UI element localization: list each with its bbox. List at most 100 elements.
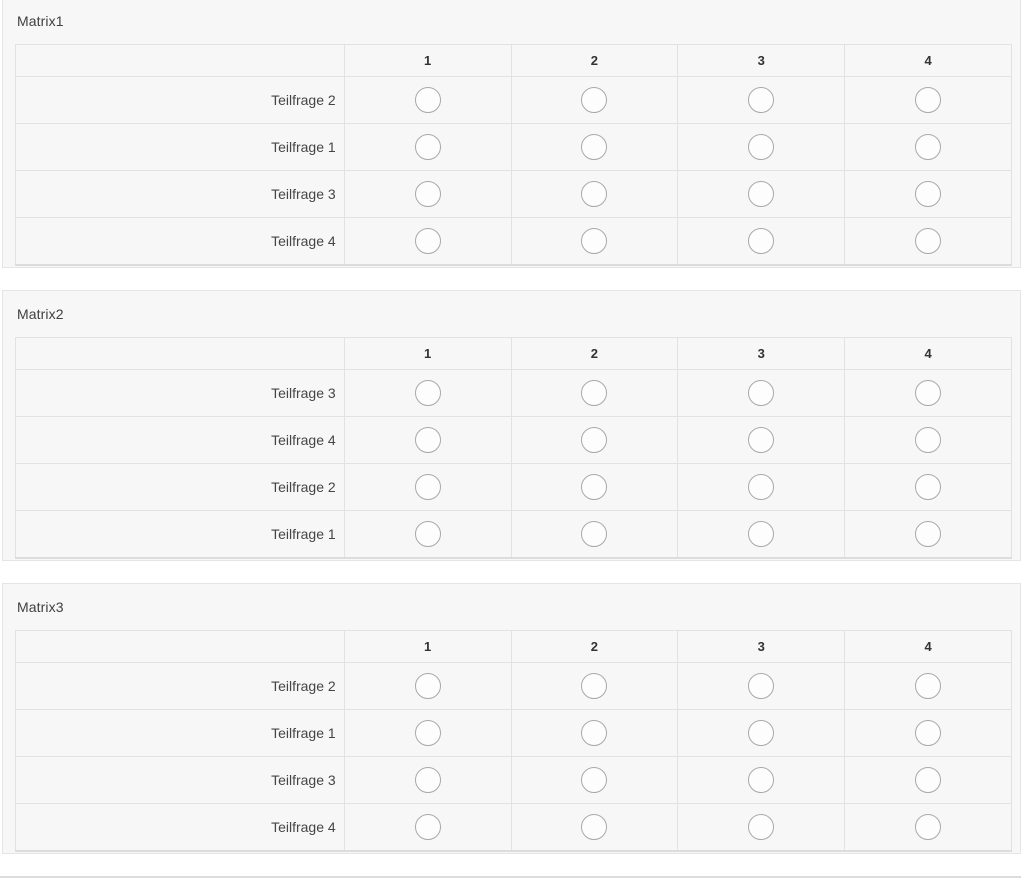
radio-button[interactable] xyxy=(581,134,608,160)
answer-cell[interactable] xyxy=(677,803,846,852)
radio-button[interactable] xyxy=(748,134,775,160)
answer-cell[interactable] xyxy=(844,123,1012,171)
radio-button[interactable] xyxy=(414,767,441,793)
answer-cell[interactable] xyxy=(343,123,512,171)
answer-cell[interactable] xyxy=(844,510,1012,559)
radio-button[interactable] xyxy=(748,87,775,113)
radio-button[interactable] xyxy=(414,474,441,500)
answer-cell[interactable] xyxy=(343,510,512,559)
answer-cell[interactable] xyxy=(677,369,846,417)
radio-button[interactable] xyxy=(915,521,942,547)
radio-button[interactable] xyxy=(581,814,608,840)
radio-button[interactable] xyxy=(748,228,775,254)
answer-cell[interactable] xyxy=(844,369,1012,417)
radio-button[interactable] xyxy=(748,380,775,406)
radio-button[interactable] xyxy=(748,427,775,453)
answer-cell[interactable] xyxy=(343,463,512,511)
radio-button[interactable] xyxy=(414,380,441,406)
answer-cell[interactable] xyxy=(677,76,846,124)
answer-cell[interactable] xyxy=(677,510,846,559)
answer-cell[interactable] xyxy=(510,803,679,852)
answer-cell[interactable] xyxy=(510,76,679,124)
answer-cell[interactable] xyxy=(510,416,679,464)
radio-button[interactable] xyxy=(414,814,441,840)
radio-button[interactable] xyxy=(915,474,942,500)
answer-cell[interactable] xyxy=(343,803,512,852)
radio-button[interactable] xyxy=(915,427,942,453)
answer-cell[interactable] xyxy=(343,662,512,710)
answer-cell[interactable] xyxy=(510,463,679,511)
radio-button[interactable] xyxy=(414,427,441,453)
answer-cell[interactable] xyxy=(510,709,679,757)
radio-button[interactable] xyxy=(414,673,441,699)
radio-button[interactable] xyxy=(915,720,942,746)
answer-cell[interactable] xyxy=(343,217,512,266)
radio-button[interactable] xyxy=(915,814,942,840)
answer-cell[interactable] xyxy=(677,662,846,710)
radio-button[interactable] xyxy=(915,134,942,160)
radio-button[interactable] xyxy=(581,427,608,453)
answer-cell[interactable] xyxy=(844,463,1012,511)
answer-cell[interactable] xyxy=(510,510,679,559)
column-header: 4 xyxy=(844,630,1012,663)
radio-button[interactable] xyxy=(915,673,942,699)
answer-cell[interactable] xyxy=(844,416,1012,464)
radio-button[interactable] xyxy=(581,521,608,547)
radio-button[interactable] xyxy=(581,673,608,699)
answer-cell[interactable] xyxy=(343,170,512,218)
radio-button[interactable] xyxy=(581,181,608,207)
question-title: Matrix3 xyxy=(17,599,64,615)
radio-button[interactable] xyxy=(581,767,608,793)
radio-button[interactable] xyxy=(414,134,441,160)
radio-button[interactable] xyxy=(748,474,775,500)
radio-button[interactable] xyxy=(748,521,775,547)
answer-cell[interactable] xyxy=(343,416,512,464)
answer-cell[interactable] xyxy=(510,662,679,710)
answer-cell[interactable] xyxy=(844,709,1012,757)
radio-button[interactable] xyxy=(915,767,942,793)
answer-cell[interactable] xyxy=(844,76,1012,124)
answer-cell[interactable] xyxy=(677,463,846,511)
answer-cell[interactable] xyxy=(343,709,512,757)
table-row: Teilfrage 2 xyxy=(15,662,1012,710)
radio-button[interactable] xyxy=(581,474,608,500)
radio-button[interactable] xyxy=(748,673,775,699)
radio-button[interactable] xyxy=(748,814,775,840)
radio-button[interactable] xyxy=(915,87,942,113)
radio-button[interactable] xyxy=(414,720,441,746)
radio-button[interactable] xyxy=(414,181,441,207)
radio-button[interactable] xyxy=(581,87,608,113)
answer-cell[interactable] xyxy=(677,416,846,464)
answer-cell[interactable] xyxy=(844,662,1012,710)
answer-cell[interactable] xyxy=(343,756,512,804)
radio-button[interactable] xyxy=(414,228,441,254)
answer-cell[interactable] xyxy=(510,756,679,804)
answer-cell[interactable] xyxy=(677,217,846,266)
radio-button[interactable] xyxy=(581,720,608,746)
answer-cell[interactable] xyxy=(677,709,846,757)
answer-cell[interactable] xyxy=(510,369,679,417)
radio-button[interactable] xyxy=(581,228,608,254)
answer-cell[interactable] xyxy=(510,123,679,171)
answer-cell[interactable] xyxy=(844,170,1012,218)
answer-cell[interactable] xyxy=(677,756,846,804)
answer-cell[interactable] xyxy=(343,369,512,417)
radio-button[interactable] xyxy=(748,720,775,746)
radio-button[interactable] xyxy=(414,87,441,113)
radio-button[interactable] xyxy=(748,767,775,793)
radio-button[interactable] xyxy=(915,181,942,207)
answer-cell[interactable] xyxy=(510,217,679,266)
answer-cell[interactable] xyxy=(510,170,679,218)
answer-cell[interactable] xyxy=(677,170,846,218)
answer-cell[interactable] xyxy=(844,756,1012,804)
radio-button[interactable] xyxy=(915,380,942,406)
answer-cell[interactable] xyxy=(343,76,512,124)
answer-cell[interactable] xyxy=(677,123,846,171)
radio-button[interactable] xyxy=(915,228,942,254)
answer-cell[interactable] xyxy=(844,803,1012,852)
answer-cell[interactable] xyxy=(844,217,1012,266)
radio-button[interactable] xyxy=(748,181,775,207)
radio-button[interactable] xyxy=(414,521,441,547)
table-row: Teilfrage 4 xyxy=(15,416,1012,464)
radio-button[interactable] xyxy=(581,380,608,406)
